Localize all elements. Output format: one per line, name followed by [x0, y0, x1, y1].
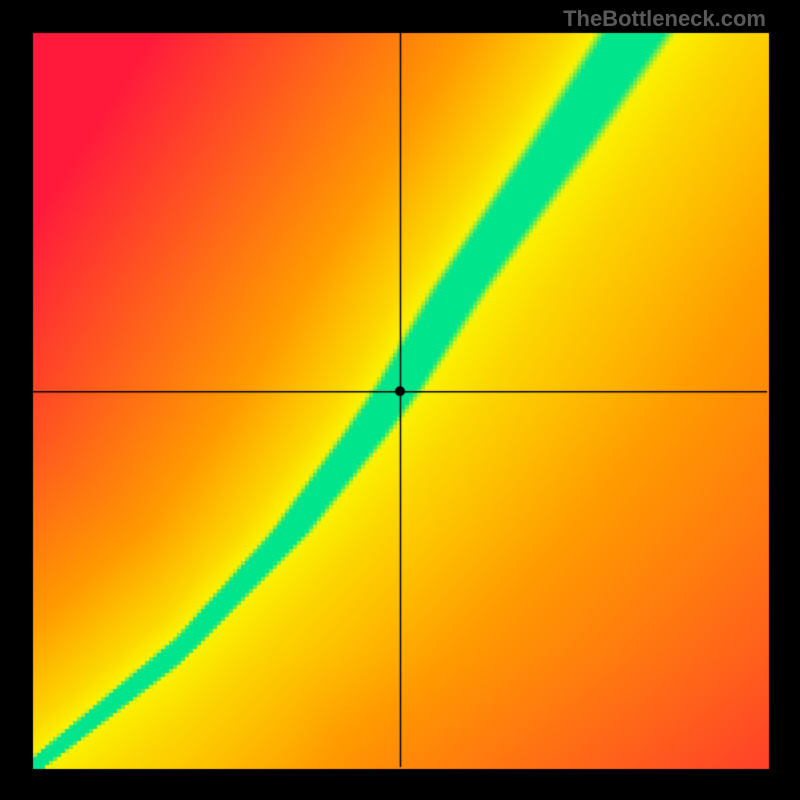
watermark-text: TheBottleneck.com	[563, 6, 766, 32]
bottleneck-heatmap	[0, 0, 800, 800]
chart-container: TheBottleneck.com	[0, 0, 800, 800]
